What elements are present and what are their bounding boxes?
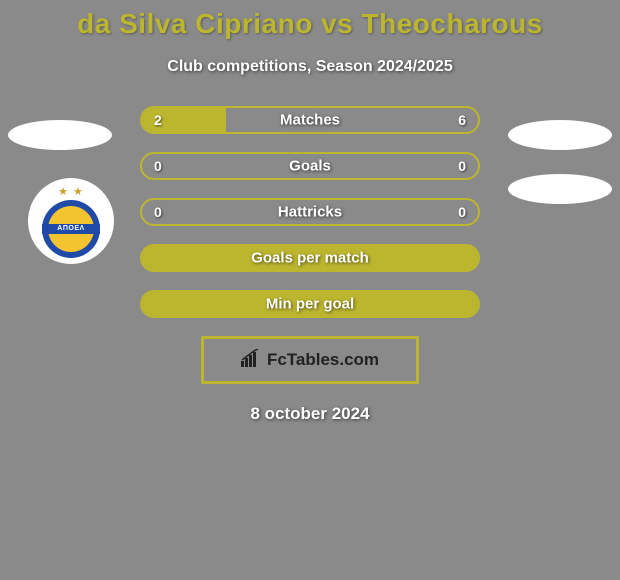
page-title: da Silva Cipriano vs Theocharous — [0, 0, 620, 40]
stat-value-left: 0 — [154, 158, 162, 174]
stat-row: Min per goal — [140, 290, 480, 318]
stat-label: Goals — [289, 158, 331, 175]
club-badge-left: ★ ★ ΑΠΟΕΛ — [28, 178, 114, 264]
player-avatar-right-2 — [508, 174, 612, 204]
player-avatar-left — [8, 120, 112, 150]
stat-row: 0 0 Hattricks — [140, 198, 480, 226]
brand-box: FcTables.com — [201, 336, 419, 384]
brand-text: FcTables.com — [267, 350, 379, 370]
brand-label: FcTables.com — [241, 349, 379, 372]
chart-icon — [241, 349, 263, 372]
club-badge-ring: ΑΠΟΕΛ — [42, 200, 100, 258]
stat-value-left: 0 — [154, 204, 162, 220]
stat-value-right: 0 — [458, 204, 466, 220]
stat-value-right: 0 — [458, 158, 466, 174]
club-stars: ★ ★ — [58, 185, 84, 198]
stat-row: Goals per match — [140, 244, 480, 272]
player-avatar-right-1 — [508, 120, 612, 150]
stat-label: Matches — [280, 112, 340, 129]
stat-row: 0 0 Goals — [140, 152, 480, 180]
infographic-container: da Silva Cipriano vs Theocharous Club co… — [0, 0, 620, 580]
stat-label: Hattricks — [278, 204, 342, 221]
stat-row: 2 6 Matches — [140, 106, 480, 134]
stat-label: Goals per match — [251, 250, 369, 267]
stat-label: Min per goal — [266, 296, 354, 313]
stat-value-right: 6 — [458, 112, 466, 128]
stat-value-left: 2 — [154, 112, 162, 128]
page-subtitle: Club competitions, Season 2024/2025 — [0, 58, 620, 76]
club-badge-text: ΑΠΟΕΛ — [42, 224, 100, 234]
footer-date: 8 october 2024 — [0, 404, 620, 424]
